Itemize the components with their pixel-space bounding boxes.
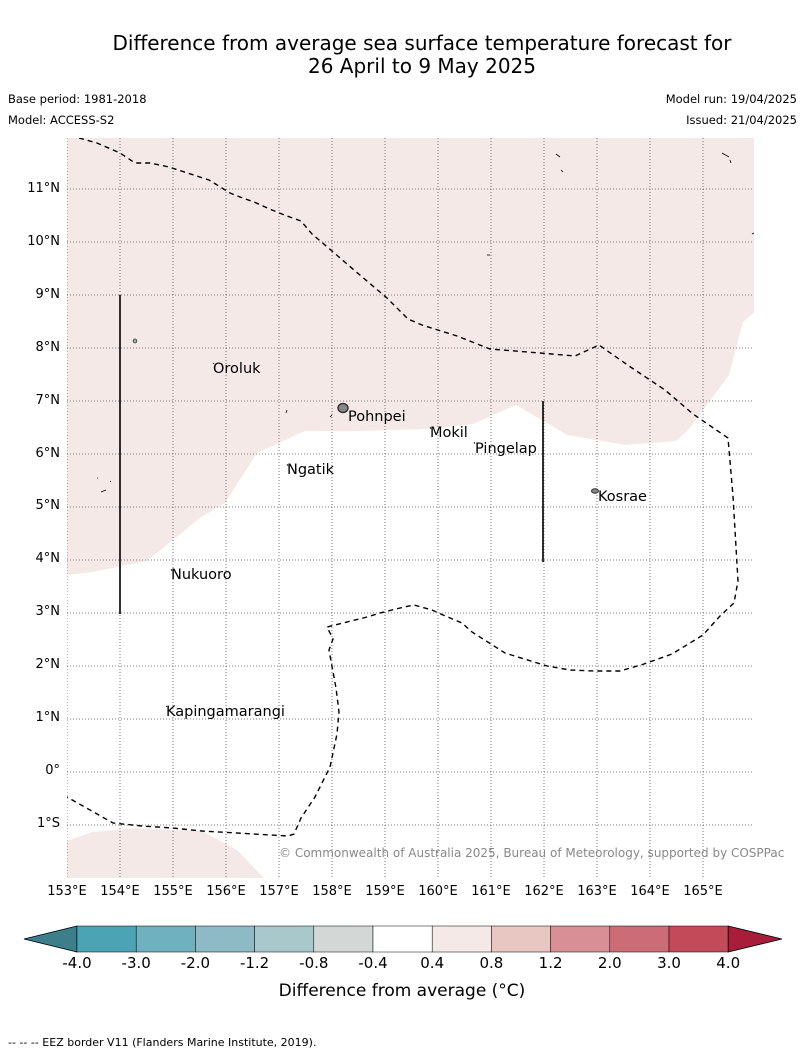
place-mokil: Mokil [430, 425, 468, 441]
colorbar-tick-label: 0.8 [479, 954, 504, 972]
colorbar-swatch [372, 925, 433, 953]
lat-label-1n: 1°N [35, 710, 61, 725]
colorbar-swatch [76, 925, 137, 953]
colorbar-swatch [195, 925, 255, 953]
lat-label-6n: 6°N [35, 446, 61, 461]
lat-label-3n: 3°N [35, 604, 61, 619]
island-dot [132, 338, 138, 344]
map-title: Difference from average sea surface temp… [0, 32, 804, 78]
colorbar-tick-label: -0.8 [299, 954, 329, 972]
colorbar-swatch [668, 925, 729, 953]
lon-label-153e: 153°E [47, 884, 87, 899]
colorbar-label: Difference from average (°C) [278, 981, 526, 1001]
issued-date: Issued: 21/04/2025 [686, 113, 797, 127]
lat-label-1s: 1°S [36, 816, 60, 831]
lat-label-8n: 8°N [35, 340, 61, 355]
colorbar-tick-label: -2.0 [180, 954, 211, 972]
colorbar-swatch [431, 925, 492, 953]
place-nukuoro: Nukuoro [171, 567, 232, 583]
colorbar-swatch [550, 925, 611, 953]
kosrae-island [591, 488, 599, 494]
copyright-notice: © Commonwealth of Australia 2025, Bureau… [279, 846, 785, 860]
anomaly-region-north [67, 138, 754, 575]
lon-label-163e: 163°E [577, 884, 617, 899]
lat-label-11n: 11°N [27, 181, 60, 196]
lon-label-154e: 154°E [100, 884, 140, 899]
colorbar-swatch [135, 925, 196, 953]
lat-label-2n: 2°N [35, 657, 61, 672]
colorbar-tick-label: 0.4 [420, 954, 445, 972]
anomaly-region-south [67, 828, 264, 878]
colorbar-tick-label: 4.0 [716, 954, 741, 972]
colorbar-swatch [491, 925, 551, 953]
lon-label-160e: 160°E [418, 884, 458, 899]
place-kapingamarangi: Kapingamarangi [166, 704, 285, 720]
lon-label-157e: 157°E [259, 884, 299, 899]
base-period: Base period: 1981-2018 [8, 92, 147, 106]
place-pingelap: Pingelap [475, 441, 537, 457]
colorbar [23, 925, 783, 953]
colorbar-swatch [313, 925, 374, 953]
lon-label-159e: 159°E [365, 884, 405, 899]
place-ngatik: Ngatik [287, 462, 335, 478]
colorbar-tick-label: -3.0 [121, 954, 151, 972]
colorbar-tick-label: 1.2 [538, 954, 563, 972]
place-kosrae: Kosrae [598, 489, 647, 505]
lon-label-164e: 164°E [630, 884, 670, 899]
colorbar-tick-label: -1.2 [239, 954, 270, 972]
colorbar-extend-high [727, 925, 783, 953]
lat-label-5n: 5°N [35, 498, 61, 513]
colorbar-swatch [254, 925, 315, 953]
place-oroluk: Oroluk [213, 361, 261, 377]
graticule [67, 138, 754, 878]
eez-border-north [67, 138, 739, 837]
colorbar-tick-label: 2.0 [597, 954, 622, 972]
lon-label-162e: 162°E [524, 884, 564, 899]
colorbar-tick-label: 3.0 [657, 954, 681, 972]
place-pohnpei: Pohnpei [348, 409, 406, 425]
model-name: Model: ACCESS-S2 [8, 113, 115, 127]
colorbar-tick-label: -0.4 [358, 954, 388, 972]
colorbar-swatch [609, 925, 670, 953]
lon-label-158e: 158°E [312, 884, 352, 899]
island-dots [97, 152, 754, 708]
lat-label-10n: 10°N [27, 234, 60, 249]
lon-label-161e: 161°E [471, 884, 511, 899]
lon-label-156e: 156°E [206, 884, 246, 899]
lat-label-9n: 9°N [35, 287, 61, 302]
colorbar-extend-low [23, 925, 78, 953]
pohnpei-island [337, 402, 349, 414]
lat-label-4n: 4°N [35, 551, 61, 566]
colorbar-tick-label: -4.0 [62, 954, 92, 972]
eez-footnote: -- -- -- EEZ border V11 (Flanders Marine… [8, 1036, 317, 1049]
title-line-1: Difference from average sea surface temp… [112, 31, 732, 55]
model-run: Model run: 19/04/2025 [665, 92, 797, 106]
sst-anomaly-map [67, 138, 754, 878]
lon-label-165e: 165°E [683, 884, 723, 899]
lon-label-155e: 155°E [153, 884, 193, 899]
lat-label-0: 0° [45, 763, 60, 778]
eez-border [67, 138, 739, 837]
title-line-2: 26 April to 9 May 2025 [308, 54, 536, 78]
lat-label-7n: 7°N [35, 393, 61, 408]
